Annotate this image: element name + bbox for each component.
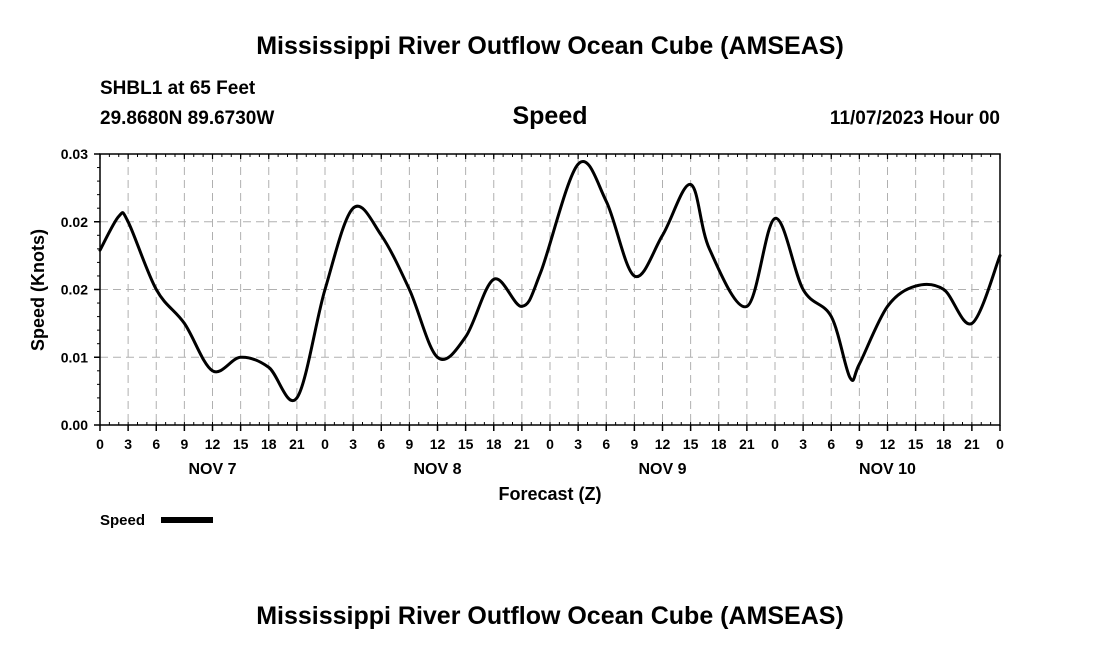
variable-heading: Speed xyxy=(512,102,587,130)
legend-swatch xyxy=(161,517,213,523)
x-tick-label: 15 xyxy=(233,436,249,452)
x-tick-label: 3 xyxy=(799,436,807,452)
x-tick-label: 18 xyxy=(711,436,727,452)
x-tick-label: 15 xyxy=(683,436,699,452)
forecast-time: 11/07/2023 Hour 00 xyxy=(830,108,1000,129)
day-labels: NOV 7 NOV 8 NOV 9 NOV 10 xyxy=(188,461,916,478)
x-tick-label: 12 xyxy=(430,436,446,452)
x-tick-label: 18 xyxy=(936,436,952,452)
y-tick-label: 0.00 xyxy=(61,417,88,433)
x-tick-label: 6 xyxy=(377,436,385,452)
x-tick-label: 15 xyxy=(458,436,474,452)
x-tick-label: 21 xyxy=(514,436,530,452)
x-tick-label: 21 xyxy=(289,436,305,452)
x-tick-label: 9 xyxy=(855,436,863,452)
x-tick-label: 3 xyxy=(124,436,132,452)
grid xyxy=(100,154,1000,425)
x-tick-label: 12 xyxy=(205,436,221,452)
x-tick-label: 15 xyxy=(908,436,924,452)
day-label: NOV 9 xyxy=(638,461,686,478)
x-axis: 0 3 6 9 12 15 18 21 0 3 6 9 12 15 18 21 0 3 6 9 12 15 18 21 0 3 6 9… xyxy=(96,154,1004,452)
y-axis: 0.00 0.01 0.02 0.02 0.03 xyxy=(61,146,100,433)
x-tick-label: 18 xyxy=(486,436,502,452)
day-label: NOV 8 xyxy=(413,461,461,478)
x-tick-label: 21 xyxy=(964,436,980,452)
x-tick-label: 0 xyxy=(996,436,1004,452)
chart-title: Mississippi River Outflow Ocean Cube (AM… xyxy=(256,32,844,60)
x-tick-label: 18 xyxy=(261,436,277,452)
x-tick-label: 12 xyxy=(655,436,671,452)
x-tick-label: 12 xyxy=(880,436,896,452)
speed-series-line xyxy=(98,160,1002,403)
x-tick-label: 0 xyxy=(96,436,104,452)
y-tick-label: 0.02 xyxy=(61,214,88,230)
legend-label: Speed xyxy=(100,512,145,529)
y-tick-label: 0.01 xyxy=(61,349,88,365)
y-tick-label: 0.02 xyxy=(61,282,88,298)
x-tick-label: 9 xyxy=(630,436,638,452)
x-tick-label: 0 xyxy=(546,436,554,452)
x-tick-label: 21 xyxy=(739,436,755,452)
day-label: NOV 7 xyxy=(188,461,236,478)
x-tick-label: 9 xyxy=(180,436,188,452)
y-tick-label: 0.03 xyxy=(61,146,88,162)
y-axis-label: Speed (Knots) xyxy=(28,229,48,351)
day-label: NOV 10 xyxy=(859,461,916,478)
x-axis-label: Forecast (Z) xyxy=(498,484,601,504)
x-tick-label: 6 xyxy=(827,436,835,452)
station-coords: 29.8680N 89.6730W xyxy=(100,108,274,129)
x-tick-label: 9 xyxy=(405,436,413,452)
x-tick-label: 3 xyxy=(574,436,582,452)
legend: Speed xyxy=(100,512,213,529)
x-tick-label: 6 xyxy=(602,436,610,452)
x-tick-label: 6 xyxy=(152,436,160,452)
x-tick-label: 3 xyxy=(349,436,357,452)
x-tick-label: 0 xyxy=(771,436,779,452)
station-name: SHBL1 at 65 Feet xyxy=(100,78,256,99)
x-tick-label: 0 xyxy=(321,436,329,452)
footer-title: Mississippi River Outflow Ocean Cube (AM… xyxy=(256,602,844,630)
